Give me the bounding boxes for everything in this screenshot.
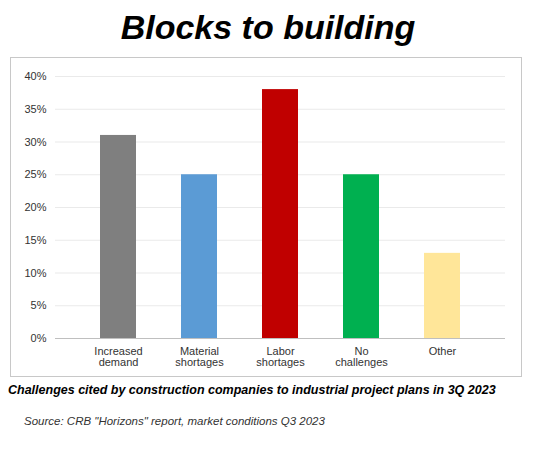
svg-text:25%: 25% [24,168,46,180]
svg-text:30%: 30% [24,136,46,148]
svg-text:10%: 10% [24,267,46,279]
svg-text:40%: 40% [24,70,46,82]
svg-text:5%: 5% [31,299,47,311]
svg-text:0%: 0% [31,332,47,344]
svg-text:Nochallenges: Nochallenges [335,345,388,368]
svg-text:Materialshortages: Materialshortages [175,345,224,368]
svg-text:Increaseddemand: Increaseddemand [94,345,142,368]
svg-text:20%: 20% [24,201,46,213]
svg-text:35%: 35% [24,103,46,115]
svg-text:Laborshortages: Laborshortages [256,345,305,368]
html-text:Source: CRB "Horizons" report,: Source: CRB "Horizons" report, market co… [24,415,325,427]
svg-text:Other: Other [429,345,457,357]
svg-text:15%: 15% [24,234,46,246]
html-text:Blocks to building: Blocks to building [120,8,416,46]
html-text:Challenges cited by constructi: Challenges cited by construction compani… [8,383,496,397]
